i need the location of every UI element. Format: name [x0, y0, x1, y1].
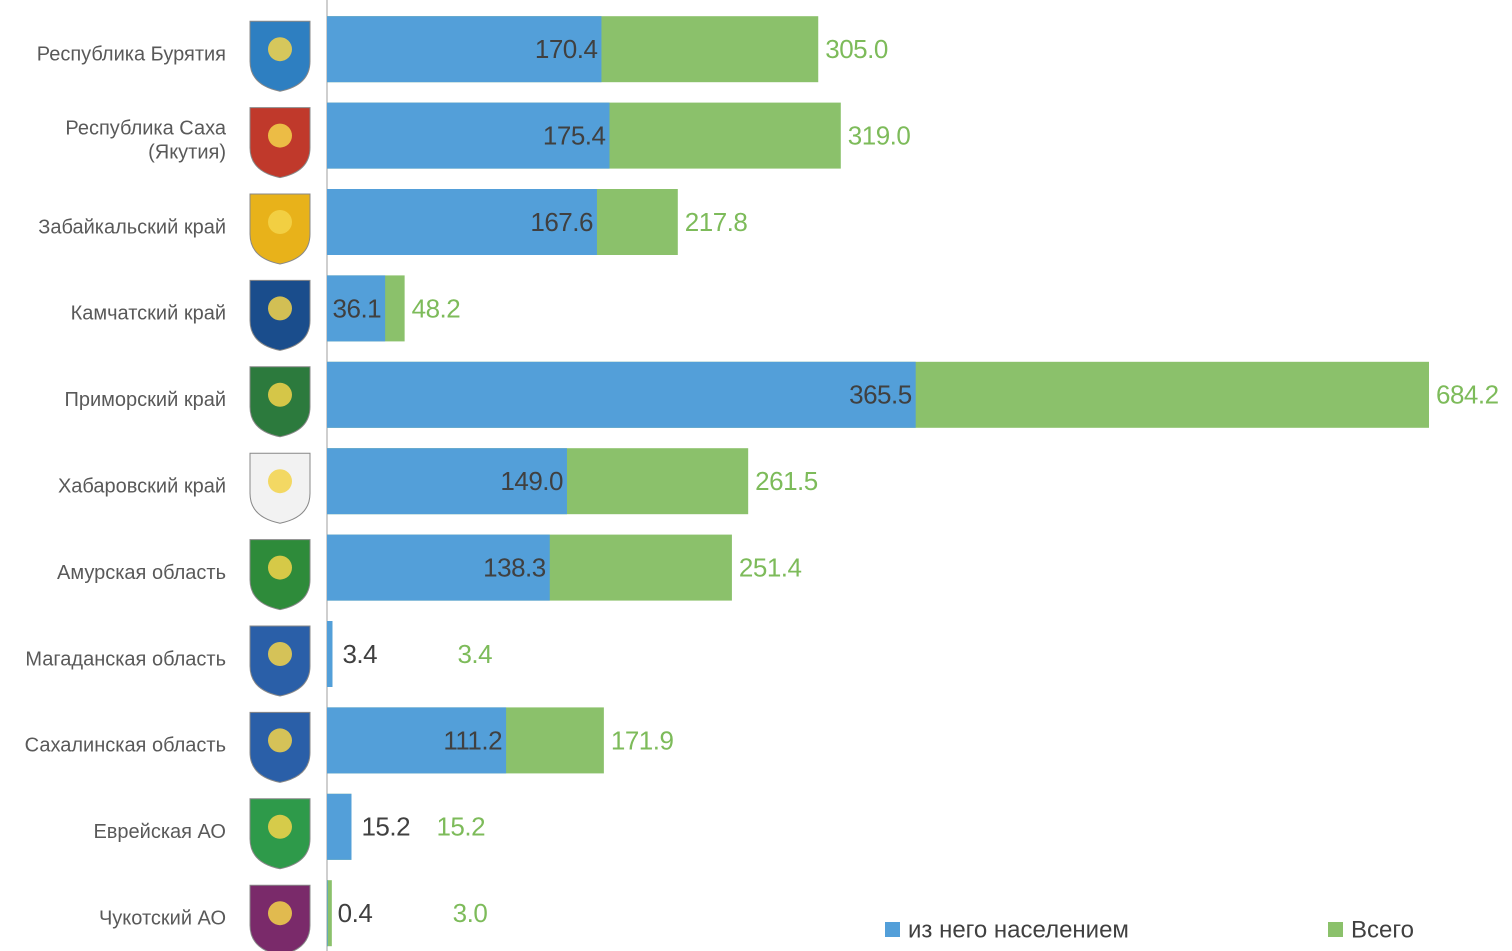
- value-label: 111.2: [443, 725, 502, 755]
- value-label: 3.4: [457, 639, 492, 669]
- legend-label: Всего: [1351, 916, 1414, 943]
- category-label: Забайкальский край: [38, 216, 226, 238]
- bar-population: [327, 362, 916, 428]
- value-label: 365.5: [849, 380, 912, 410]
- value-label: 3.4: [342, 639, 377, 669]
- value-label: 171.9: [611, 725, 674, 755]
- value-label: 167.6: [530, 207, 593, 237]
- category-label: Чукотский АО: [99, 907, 226, 929]
- value-label: 3.0: [453, 898, 488, 928]
- value-label: 0.4: [338, 898, 373, 928]
- category-label: Камчатский край: [71, 303, 226, 325]
- coat-of-arms: [250, 367, 310, 437]
- coat-emblem: [268, 210, 292, 234]
- value-label: 36.1: [333, 293, 382, 323]
- coat-emblem: [268, 728, 292, 752]
- coat-of-arms: [250, 21, 310, 91]
- coat-of-arms: [250, 712, 310, 782]
- category-label: Республика Саха(Якутия): [65, 118, 226, 164]
- value-label: 261.5: [755, 466, 818, 496]
- coat-of-arms: [250, 108, 310, 178]
- coat-emblem: [268, 383, 292, 407]
- coat-emblem: [268, 124, 292, 148]
- value-label: 48.2: [412, 293, 461, 323]
- value-label: 251.4: [739, 552, 802, 582]
- coat-emblem: [268, 642, 292, 666]
- bar-population: [327, 794, 351, 860]
- category-label: Хабаровский край: [58, 475, 226, 497]
- bar-population: [327, 621, 332, 687]
- coat-of-arms: [250, 280, 310, 350]
- value-label: 684.2: [1436, 380, 1499, 410]
- value-label: 305.0: [825, 34, 888, 64]
- value-label: 170.4: [535, 34, 598, 64]
- category-label: Республика Бурятия: [37, 43, 226, 65]
- coat-of-arms: [250, 540, 310, 610]
- value-label: 138.3: [483, 552, 546, 582]
- coat-emblem: [268, 469, 292, 493]
- legend-swatch: [1328, 922, 1343, 937]
- chart: Республика Бурятия 170.4 305.0 Республика С…: [0, 0, 1512, 951]
- legend-label: из него населением: [908, 916, 1129, 943]
- value-label: 175.4: [543, 120, 606, 150]
- category-label: Еврейская АО: [93, 821, 226, 843]
- bar-population: [327, 880, 328, 946]
- coat-of-arms: [250, 626, 310, 696]
- coat-emblem: [268, 815, 292, 839]
- legend-swatch: [885, 922, 900, 937]
- value-label: 15.2: [361, 812, 410, 842]
- value-label: 15.2: [436, 812, 485, 842]
- category-label: Амурская область: [57, 562, 226, 584]
- bar-total: [327, 880, 332, 946]
- value-label: 217.8: [685, 207, 748, 237]
- coat-of-arms: [250, 453, 310, 523]
- coat-of-arms: [250, 799, 310, 869]
- coat-emblem: [268, 556, 292, 580]
- category-label: Приморский край: [65, 389, 226, 411]
- value-label: 149.0: [500, 466, 563, 496]
- coat-of-arms: [250, 194, 310, 264]
- coat-emblem: [268, 901, 292, 925]
- value-label: 319.0: [848, 120, 911, 150]
- coat-emblem: [268, 37, 292, 61]
- category-label: Сахалинская область: [25, 735, 226, 757]
- category-label: Магаданская область: [25, 648, 226, 670]
- coat-emblem: [268, 296, 292, 320]
- coat-of-arms: [250, 885, 310, 951]
